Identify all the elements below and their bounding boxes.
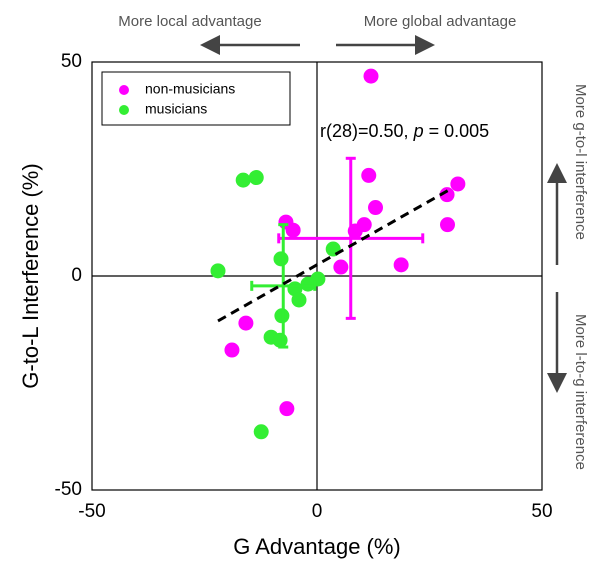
point <box>310 271 326 287</box>
point <box>238 315 254 331</box>
point <box>279 401 295 417</box>
point <box>333 259 349 275</box>
point <box>224 342 240 358</box>
point <box>291 292 307 308</box>
point <box>361 167 377 183</box>
x-tick-label: 50 <box>531 501 552 522</box>
y-tick-label: 0 <box>71 265 82 286</box>
annotation: r(28)=0.50, p = 0.005 <box>320 121 489 141</box>
x-axis-label: G Advantage (%) <box>233 534 401 559</box>
point <box>450 176 466 192</box>
x-tick-label: -50 <box>78 501 105 522</box>
legend-label: non-musicians <box>145 81 235 97</box>
y-axis-label: G-to-L Interference (%) <box>18 163 43 388</box>
point <box>273 251 289 267</box>
point <box>363 68 379 84</box>
legend-label: musicians <box>145 101 207 117</box>
point <box>272 332 288 348</box>
arrow-label: More global advantage <box>364 13 517 30</box>
x-tick-label: 0 <box>312 501 323 522</box>
point <box>253 424 269 440</box>
point <box>210 263 226 279</box>
point <box>439 187 455 203</box>
arrow-label: More l-to-g interference <box>572 314 589 470</box>
legend-marker <box>119 85 129 95</box>
point <box>248 170 264 186</box>
point <box>285 222 301 238</box>
legend-box <box>101 71 291 126</box>
y-tick-label: 50 <box>61 51 82 72</box>
point <box>368 200 383 216</box>
point <box>235 172 251 188</box>
y-tick-label: -50 <box>55 479 82 500</box>
point <box>440 217 455 233</box>
legend-marker <box>119 105 129 115</box>
arrow-label: More g-to-l interference <box>572 84 589 240</box>
point <box>393 257 409 273</box>
arrow-label: More local advantage <box>118 13 261 30</box>
